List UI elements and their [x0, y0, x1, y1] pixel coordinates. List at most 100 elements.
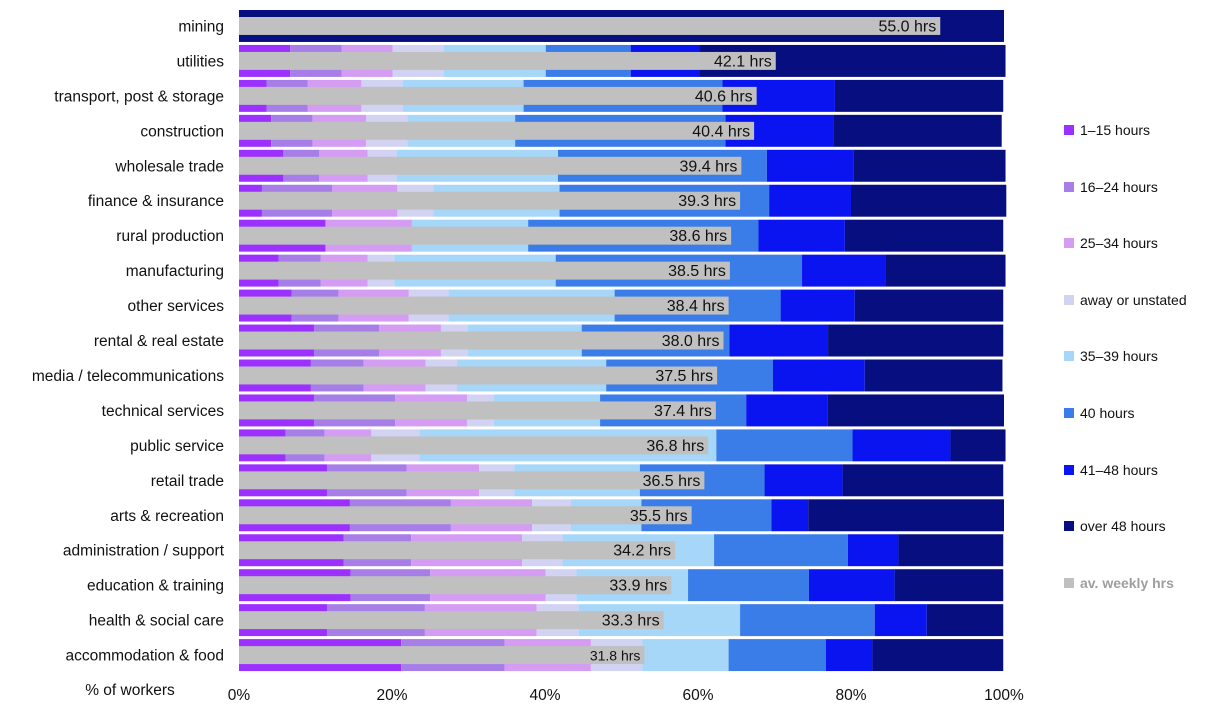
average-hours-bar — [239, 471, 705, 490]
legend-label: 40 hours — [1080, 405, 1135, 421]
bar-segment-8 — [844, 219, 1004, 252]
average-hours-label: 35.5 hrs — [630, 508, 688, 525]
average-hours-label: 55.0 hrs — [878, 18, 936, 35]
average-hours-label: 42.1 hrs — [714, 53, 772, 70]
average-hours-label: 37.4 hrs — [654, 403, 712, 420]
category-label: public service — [130, 438, 224, 455]
bar-segment-8 — [827, 394, 1004, 427]
average-hours-label: 34.2 hrs — [613, 543, 671, 560]
average-hours-bar — [239, 156, 742, 175]
bar-segment-8 — [834, 79, 1004, 112]
category-label: media / telecommunications — [32, 368, 224, 385]
bar-segment-8 — [898, 534, 1004, 567]
x-axis-label: % of workers — [85, 682, 175, 699]
legend-label: 35–39 hours — [1080, 348, 1158, 365]
legend-item: 40 hours — [1064, 405, 1134, 421]
bar-segment-7 — [772, 359, 865, 392]
category-label: administration / support — [63, 543, 225, 560]
bar-segment-7 — [729, 324, 829, 357]
legend-item: 41–48 hours — [1064, 462, 1158, 478]
bar-segment-6 — [740, 604, 875, 637]
category-label: manufacturing — [126, 263, 224, 280]
average-hours-bar — [239, 331, 724, 350]
bar-segment-6 — [714, 534, 848, 567]
average-hours-bar — [239, 541, 676, 560]
legend-label: 1–15 hours — [1080, 122, 1151, 138]
x-tick-label: 20% — [376, 687, 407, 704]
bar-segment-8 — [833, 114, 1002, 147]
average-hours-label: 33.3 hrs — [602, 613, 660, 630]
average-hours-label: 31.8 hrs — [590, 648, 641, 664]
category-label: construction — [140, 123, 224, 140]
legend-swatch — [1064, 294, 1074, 305]
average-hours-bar — [239, 51, 776, 70]
legend-item: 16–24 hours — [1064, 179, 1158, 195]
average-hours-bar — [239, 296, 729, 315]
average-hours-label: 38.6 hrs — [669, 228, 727, 245]
average-hours-label: 38.4 hrs — [667, 298, 725, 315]
legend-swatch — [1064, 408, 1074, 418]
average-hours-label: 39.4 hrs — [680, 158, 738, 175]
legend-swatch — [1064, 351, 1074, 362]
bar-segment-7 — [802, 254, 886, 287]
average-hours-label: 36.5 hrs — [643, 473, 701, 490]
x-tick-label: 60% — [682, 687, 713, 704]
bar-segment-7 — [852, 429, 951, 462]
legend-item: over 48 hours — [1064, 518, 1166, 534]
bar-segment-6 — [716, 429, 853, 462]
category-label: utilities — [177, 53, 225, 70]
average-hours-bar — [239, 86, 757, 105]
bar-segment-5 — [642, 639, 729, 672]
legend-swatch — [1064, 464, 1074, 475]
bar-segment-8 — [950, 429, 1006, 462]
bar-segment-8 — [853, 149, 1006, 182]
category-label: other services — [128, 298, 225, 315]
category-label: education & training — [87, 578, 224, 595]
average-hours-label: 39.3 hrs — [678, 193, 736, 210]
bar-segment-6 — [728, 639, 826, 672]
category-label: mining — [178, 18, 224, 35]
average-hours-label: 40.4 hrs — [692, 123, 750, 140]
average-hours-label: 36.8 hrs — [646, 438, 704, 455]
category-label: transport, post & storage — [54, 88, 224, 105]
x-tick-label: 100% — [984, 687, 1024, 704]
bar-segment-6 — [688, 569, 809, 602]
average-hours-bar — [239, 506, 692, 525]
category-label: finance & insurance — [88, 193, 224, 210]
average-hours-bar — [239, 611, 664, 630]
average-hours-label: 37.5 hrs — [655, 368, 713, 385]
bar-segment-8 — [926, 604, 1004, 637]
bar-segment-7 — [769, 184, 851, 217]
bar-segment-7 — [746, 394, 828, 427]
bar-segment-7 — [808, 569, 895, 602]
legend-item: 35–39 hours — [1064, 348, 1158, 364]
bar-segment-7 — [758, 219, 845, 252]
legend-label: 25–34 hours — [1080, 235, 1158, 252]
average-hours-label: 33.9 hrs — [609, 578, 667, 595]
average-hours-bar — [239, 436, 709, 455]
legend-label: av. weekly hrs — [1080, 574, 1174, 591]
bar-segment-8 — [854, 289, 1004, 322]
legend-item: 1–15 hours — [1064, 122, 1150, 138]
category-label: arts & recreation — [110, 508, 224, 525]
average-hours-label: 40.6 hrs — [695, 88, 753, 105]
average-hours-bar — [239, 191, 741, 210]
x-tick-label: 0% — [228, 687, 251, 704]
average-hours-bar — [239, 121, 755, 140]
legend-item: 25–34 hours — [1064, 235, 1158, 251]
bar-segment-7 — [771, 499, 809, 532]
average-hours-label: 38.0 hrs — [662, 333, 720, 350]
bar-segment-8 — [828, 324, 1004, 357]
average-hours-bar — [239, 17, 941, 35]
bar-segment-7 — [825, 639, 873, 672]
legend-label: away or unstated — [1080, 291, 1187, 308]
legend-item: away or unstated — [1064, 292, 1187, 308]
bar-segment-8 — [842, 464, 1004, 497]
category-label: technical services — [102, 403, 225, 420]
average-hours-bar — [239, 261, 730, 280]
bar-segment-8 — [894, 569, 1004, 602]
legend-label: 41–48 hours — [1080, 461, 1158, 478]
category-label: rental & real estate — [94, 333, 224, 350]
category-label: wholesale trade — [114, 158, 224, 175]
